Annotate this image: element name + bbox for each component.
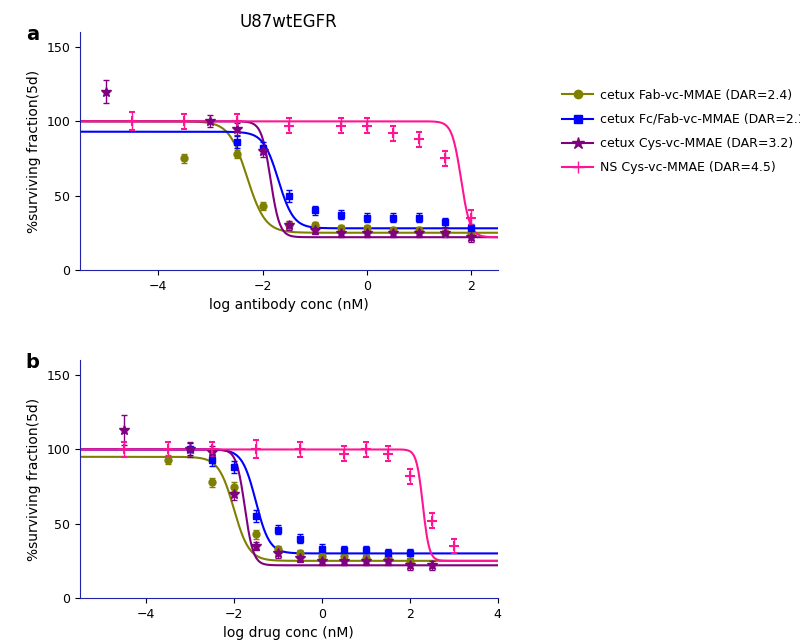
- X-axis label: log antibody conc (nM): log antibody conc (nM): [209, 298, 369, 312]
- Title: U87wtEGFR: U87wtEGFR: [240, 13, 338, 31]
- Y-axis label: %surviving fraction(5d): %surviving fraction(5d): [27, 69, 41, 233]
- Legend: cetux Fab-vc-MMAE (DAR=2.4), cetux Fc/Fab-vc-MMAE (DAR=2.1), cetux Cys-vc-MMAE (: cetux Fab-vc-MMAE (DAR=2.4), cetux Fc/Fa…: [557, 84, 800, 179]
- Text: b: b: [26, 353, 39, 372]
- Y-axis label: %surviving fraction(5d): %surviving fraction(5d): [27, 397, 41, 561]
- X-axis label: log drug conc (nM): log drug conc (nM): [223, 626, 354, 640]
- Text: a: a: [26, 25, 39, 44]
